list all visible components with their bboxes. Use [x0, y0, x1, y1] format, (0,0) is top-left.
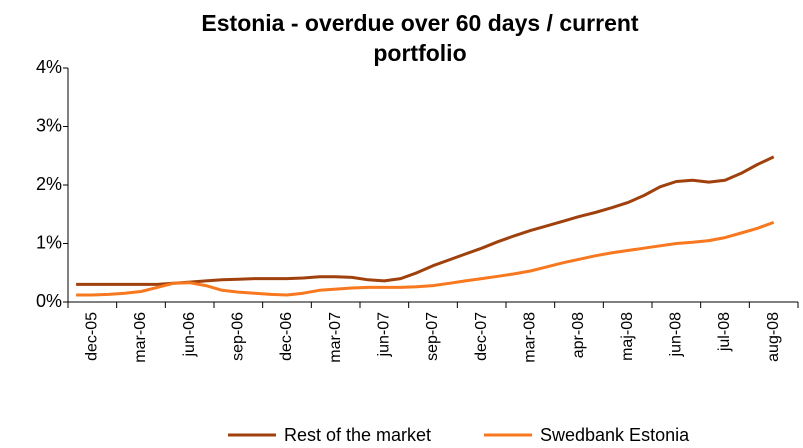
x-tick-label: dec-06 [278, 312, 295, 361]
x-tick-label: mar-08 [522, 312, 539, 363]
y-tick-label: 1% [36, 232, 62, 252]
x-tick-label: jun-06 [181, 312, 198, 358]
x-tick-label: maj-08 [619, 312, 636, 361]
x-tick-label: dec-07 [473, 312, 490, 361]
chart-title: Estonia - overdue over 60 days / current… [201, 10, 639, 66]
x-tick-label: jun-08 [668, 312, 685, 358]
legend-label: Rest of the market [284, 425, 431, 445]
legend-label: Swedbank Estonia [540, 425, 690, 445]
y-tick-label: 2% [36, 174, 62, 194]
x-tick-label: sep-06 [230, 312, 247, 361]
x-tick-label: jun-07 [376, 312, 393, 358]
series-line [76, 155, 775, 286]
x-tick-label: apr-08 [570, 312, 587, 358]
y-tick-label: 3% [36, 115, 62, 135]
y-tick-label: 0% [36, 291, 62, 311]
x-tick-label: mar-06 [132, 312, 149, 363]
series-line [76, 220, 775, 297]
x-tick-label: mar-07 [327, 312, 344, 363]
x-tick-label: sep-07 [424, 312, 441, 361]
x-tick-label: jul-08 [716, 312, 733, 352]
y-tick-label: 4% [36, 57, 62, 77]
x-tick-label: dec-05 [84, 312, 101, 361]
x-tick-label: aug-08 [765, 312, 782, 362]
